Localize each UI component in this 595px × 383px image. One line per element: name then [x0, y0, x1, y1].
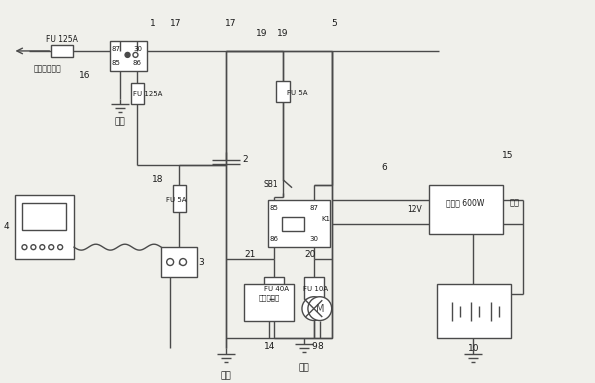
Text: 16: 16 [79, 71, 90, 80]
Text: 17: 17 [225, 19, 236, 28]
Bar [437, 284, 511, 338]
Text: 冰箱插电口: 冰箱插电口 [259, 295, 280, 301]
Text: 5: 5 [331, 19, 337, 28]
Circle shape [125, 52, 130, 57]
Circle shape [40, 245, 45, 250]
Text: 10: 10 [468, 344, 479, 353]
Text: 2: 2 [243, 155, 248, 164]
Text: 充电机 600W: 充电机 600W [446, 198, 485, 207]
Text: 12V: 12V [408, 205, 422, 214]
Text: 18: 18 [152, 175, 163, 184]
Bar [131, 83, 145, 105]
Circle shape [133, 52, 138, 57]
Text: FU 5A: FU 5A [166, 196, 186, 203]
Text: 87: 87 [309, 205, 318, 211]
Bar [226, 51, 331, 338]
Bar [161, 247, 197, 277]
Circle shape [58, 245, 62, 250]
Text: 86: 86 [133, 60, 142, 66]
Circle shape [302, 297, 325, 321]
Circle shape [31, 245, 36, 250]
Text: 6: 6 [381, 164, 387, 172]
Text: 输入: 输入 [510, 198, 520, 207]
Text: FU 125A: FU 125A [133, 90, 162, 97]
Text: 17: 17 [170, 19, 182, 28]
Bar [51, 45, 73, 57]
Text: FU 5A: FU 5A [287, 90, 307, 96]
Text: 搭铁: 搭铁 [220, 372, 231, 380]
Text: M: M [315, 304, 324, 314]
Text: 21: 21 [245, 250, 256, 259]
Text: 85: 85 [270, 205, 278, 211]
Text: 15: 15 [502, 151, 514, 159]
Text: K1: K1 [321, 216, 330, 223]
Text: 19: 19 [256, 29, 267, 38]
Text: 原车电瓶正极: 原车电瓶正极 [33, 64, 61, 73]
Bar [245, 284, 294, 321]
Bar [276, 81, 290, 103]
Text: 20: 20 [304, 250, 315, 259]
Circle shape [308, 297, 331, 321]
Text: 9: 9 [311, 342, 317, 351]
Text: 3: 3 [198, 257, 203, 267]
Bar [264, 277, 284, 299]
Text: 搭铁: 搭铁 [299, 363, 309, 373]
Bar [14, 195, 74, 259]
Circle shape [22, 245, 27, 250]
Text: 8: 8 [317, 342, 322, 351]
Bar [173, 185, 186, 213]
Circle shape [180, 259, 186, 265]
Text: 1: 1 [151, 19, 156, 28]
Text: 86: 86 [270, 236, 278, 242]
Text: 85: 85 [111, 60, 120, 66]
Text: 30: 30 [133, 46, 142, 52]
Text: 87: 87 [111, 46, 120, 52]
Text: FU 10A: FU 10A [303, 286, 328, 292]
Text: 14: 14 [264, 342, 275, 351]
Text: 19: 19 [277, 29, 289, 38]
Bar [109, 41, 148, 71]
Text: FU 125A: FU 125A [46, 34, 78, 44]
Circle shape [167, 259, 174, 265]
Text: FU 40A: FU 40A [264, 286, 289, 292]
Text: 4: 4 [4, 222, 10, 231]
Bar [304, 277, 324, 299]
Bar [282, 218, 304, 231]
Bar [268, 200, 330, 247]
Circle shape [49, 245, 54, 250]
Text: 30: 30 [309, 236, 318, 242]
Bar [429, 185, 503, 234]
Bar [23, 203, 66, 230]
Text: SB1: SB1 [264, 180, 278, 189]
Text: 搭铁: 搭铁 [114, 118, 125, 127]
